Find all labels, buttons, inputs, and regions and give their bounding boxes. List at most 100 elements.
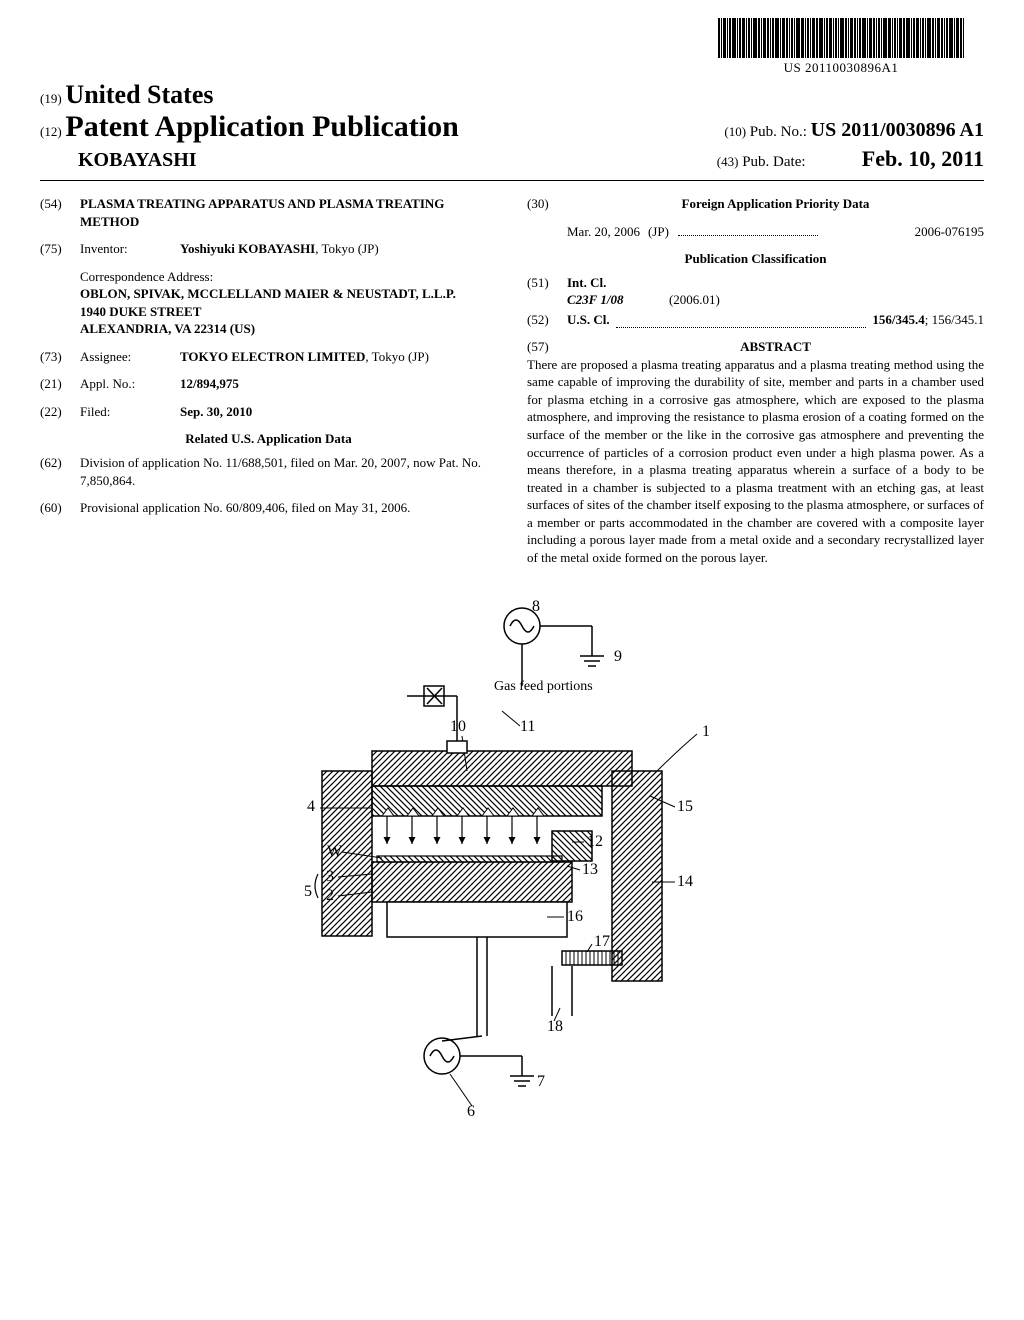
foreign-date: Mar. 20, 2006 (567, 223, 640, 241)
svg-text:Gas feed portions: Gas feed portions (494, 679, 593, 694)
barcode (718, 18, 964, 58)
foreign-data-row: Mar. 20, 2006 (JP) 2006-076195 (527, 223, 984, 241)
abstract-num: (57) (527, 338, 567, 356)
division-text: Division of application No. 11/688,501, … (80, 454, 497, 489)
columns: (54) PLASMA TREATING APPARATUS AND PLASM… (40, 195, 984, 566)
assignee-label: Assignee: (80, 348, 180, 366)
foreign-country: (JP) (648, 224, 669, 239)
pubdate-block: (43) Pub. Date: Feb. 10, 2011 (717, 146, 984, 172)
svg-text:11: 11 (520, 718, 535, 735)
svg-text:7: 7 (537, 1073, 545, 1090)
uscl-codes: 156/345.4 (872, 311, 924, 329)
division-row: (62) Division of application No. 11/688,… (40, 454, 497, 489)
pub-title: Patent Application Publication (65, 110, 458, 143)
svg-text:W: W (327, 843, 343, 860)
barcode-block: US 20110030896A1 (718, 18, 964, 76)
svg-text:15: 15 (677, 798, 693, 815)
barcode-text: US 20110030896A1 (718, 60, 964, 76)
pubno-label: Pub. No.: (750, 124, 807, 140)
applno: 12/894,975 (180, 375, 497, 393)
country-num: (19) (40, 91, 62, 106)
svg-text:17: 17 (594, 933, 610, 950)
inventor-num: (75) (40, 240, 80, 258)
inventor-name: Yoshiyuki KOBAYASHI (180, 241, 315, 256)
foreign-country-cell: (JP) (640, 223, 915, 241)
correspondence: Correspondence Address: OBLON, SPIVAK, M… (80, 268, 497, 338)
figure-area: 8 9 Gas feed portions 10 11 1 (40, 596, 984, 1136)
intcl-val: Int. Cl. C23F 1/08 (2006.01) (567, 274, 984, 309)
foreign-head: Foreign Application Priority Data (567, 195, 984, 213)
assignee-loc: , Tokyo (JP) (365, 349, 429, 364)
pub-line: (12) Patent Application Publication (10)… (40, 110, 984, 144)
corr-1: OBLON, SPIVAK, MCCLELLAND MAIER & NEUSTA… (80, 285, 497, 303)
intcl-label: Int. Cl. (567, 275, 606, 290)
header-rule (40, 180, 984, 181)
foreign-num: (30) (527, 195, 567, 213)
related-head: Related U.S. Application Data (40, 430, 497, 448)
right-column: (30) Foreign Application Priority Data M… (527, 195, 984, 566)
uscl-row: (52) U.S. Cl. 156/345.4; 156/345.1 (527, 311, 984, 329)
provisional-row: (60) Provisional application No. 60/809,… (40, 499, 497, 517)
country-line: (19) United States (40, 80, 984, 110)
patent-figure: 8 9 Gas feed portions 10 11 1 (232, 596, 792, 1136)
pubno: US 2011/0030896 A1 (811, 119, 984, 141)
corr-label: Correspondence Address: (80, 268, 497, 286)
dotted-line-icon (616, 311, 867, 329)
pub-num: (12) (40, 124, 62, 139)
applno-label: Appl. No.: (80, 375, 180, 393)
pubno-num: (10) (724, 124, 746, 139)
svg-text:5: 5 (304, 883, 312, 900)
pubdate: Feb. 10, 2011 (862, 146, 984, 171)
intcl-code: C23F 1/08 (567, 292, 623, 307)
foreign-row: (30) Foreign Application Priority Data (527, 195, 984, 213)
author-name: KOBAYASHI (40, 149, 197, 172)
left-column: (54) PLASMA TREATING APPARATUS AND PLASM… (40, 195, 497, 566)
svg-text:12: 12 (587, 833, 603, 850)
uscl-val: U.S. Cl. 156/345.4; 156/345.1 (567, 311, 984, 329)
svg-text:8: 8 (532, 598, 540, 615)
assignee-val: TOKYO ELECTRON LIMITED, Tokyo (JP) (180, 348, 497, 366)
abstract-head-row: (57) ABSTRACT (527, 338, 984, 356)
assignee-name: TOKYO ELECTRON LIMITED (180, 349, 365, 364)
abstract-text: There are proposed a plasma treating app… (527, 356, 984, 567)
filed-label: Filed: (80, 403, 180, 421)
svg-text:4: 4 (307, 798, 315, 815)
applno-row: (21) Appl. No.: 12/894,975 (40, 375, 497, 393)
pub-left: (12) Patent Application Publication (40, 110, 459, 144)
pubclass-head: Publication Classification (527, 250, 984, 268)
title-row: (54) PLASMA TREATING APPARATUS AND PLASM… (40, 195, 497, 230)
header: (19) United States (12) Patent Applicati… (40, 80, 984, 172)
svg-text:6: 6 (467, 1103, 475, 1120)
filed: Sep. 30, 2010 (180, 403, 497, 421)
svg-text:16: 16 (567, 908, 583, 925)
provisional-text: Provisional application No. 60/809,406, … (80, 499, 497, 517)
inventor-label: Inventor: (80, 240, 180, 258)
applno-num: (21) (40, 375, 80, 393)
svg-text:2: 2 (326, 887, 334, 904)
assignee-row: (73) Assignee: TOKYO ELECTRON LIMITED, T… (40, 348, 497, 366)
invention-title: PLASMA TREATING APPARATUS AND PLASMA TRE… (80, 195, 497, 230)
uscl-num: (52) (527, 311, 567, 329)
dotted-line-icon (678, 235, 818, 236)
author-line: KOBAYASHI (43) Pub. Date: Feb. 10, 2011 (40, 146, 984, 172)
filed-num: (22) (40, 403, 80, 421)
inventor-val: Yoshiyuki KOBAYASHI, Tokyo (JP) (180, 240, 497, 258)
corr-2: 1940 DUKE STREET (80, 303, 497, 321)
country: United States (65, 80, 213, 109)
svg-text:1: 1 (702, 723, 710, 740)
foreign-appno: 2006-076195 (915, 223, 984, 241)
provisional-num: (60) (40, 499, 80, 517)
intcl-num: (51) (527, 274, 567, 309)
assignee-num: (73) (40, 348, 80, 366)
svg-text:3: 3 (326, 868, 334, 885)
svg-text:14: 14 (677, 873, 693, 890)
pubdate-label: Pub. Date: (742, 154, 805, 170)
title-num: (54) (40, 195, 80, 230)
intcl-row: (51) Int. Cl. C23F 1/08 (2006.01) (527, 274, 984, 309)
uscl-label: U.S. Cl. (567, 311, 610, 329)
pubdate-num: (43) (717, 154, 739, 169)
uscl-codes2: ; 156/345.1 (925, 311, 984, 329)
filed-row: (22) Filed: Sep. 30, 2010 (40, 403, 497, 421)
abstract-head: ABSTRACT (567, 338, 984, 356)
division-num: (62) (40, 454, 80, 489)
